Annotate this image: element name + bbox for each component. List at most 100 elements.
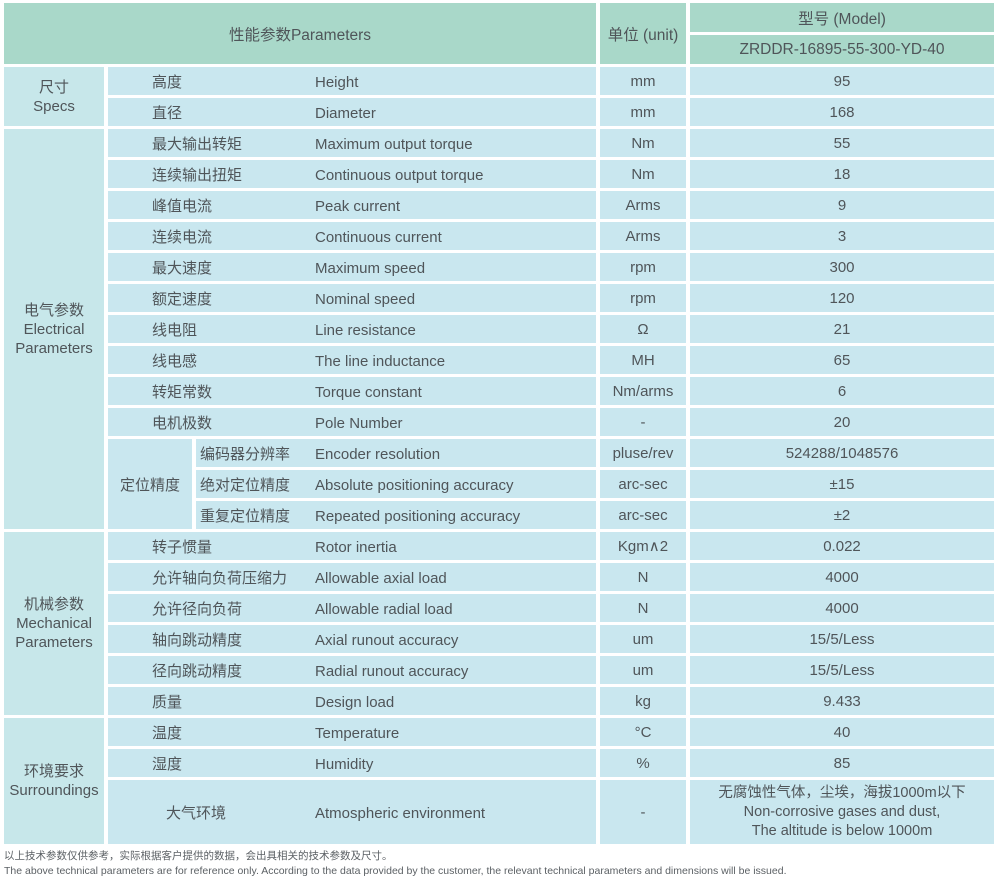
param-label-zh: 大气环境 <box>166 804 227 822</box>
footer-note-en: The above technical parameters are for r… <box>4 864 787 877</box>
param-label-en: Atmospheric environment <box>315 804 486 822</box>
table-row: 轴向跳动精度 Axial runout accuracy um 15/5/Less <box>4 625 994 653</box>
table-row: 最大速度 Maximum speed rpm 300 <box>4 253 994 281</box>
table-row: 连续电流 Continuous current Arms 3 <box>4 222 994 250</box>
value-cell: 9.433 <box>690 687 994 715</box>
param-label-en: Temperature <box>315 724 400 742</box>
param-label-en: Allowable radial load <box>315 600 453 618</box>
header-parameters: 性能参数Parameters <box>4 3 596 64</box>
section-cell-surroundings: 环境要求 Surroundings <box>4 718 104 844</box>
unit-cell: Kgm∧2 <box>600 532 686 560</box>
table-row: 质量 Design load kg 9.433 <box>4 687 994 715</box>
table-row: 定位精度 编码器分辨率 Encoder resolution pluse/rev … <box>4 439 994 529</box>
value-cell: 21 <box>690 315 994 343</box>
value-cell: 300 <box>690 253 994 281</box>
param-label-en: Design load <box>315 693 395 711</box>
table-row: 机械参数 Mechanical Parameters 转子惯量 Rotor ine… <box>4 532 994 715</box>
param-label-en: Line resistance <box>315 321 416 339</box>
unit-cell: pluse/rev <box>600 439 686 467</box>
param-label: 额定速度 Nominal speed <box>108 284 596 312</box>
param-label-zh: 最大输出转矩 <box>152 135 243 153</box>
param-label: 线电阻 Line resistance <box>108 315 596 343</box>
unit-cell: Nm <box>600 160 686 188</box>
param-label: 允许轴向负荷压缩力 Allowable axial load <box>108 563 596 591</box>
param-label-zh: 允许轴向负荷压缩力 <box>152 569 288 587</box>
unit-cell: Nm/arms <box>600 377 686 405</box>
value-cell: 15/5/Less <box>690 625 994 653</box>
unit-cell: kg <box>600 687 686 715</box>
section-cell-mechanical: 机械参数 Mechanical Parameters <box>4 532 104 715</box>
param-label: 允许径向负荷 Allowable radial load <box>108 594 596 622</box>
unit-cell: Nm <box>600 129 686 157</box>
section-cell-specs: 尺寸 Specs <box>4 67 104 126</box>
param-label-en: Axial runout accuracy <box>315 631 459 649</box>
param-label-en: Nominal speed <box>315 290 416 308</box>
value-cell: 55 <box>690 129 994 157</box>
param-label: 湿度 Humidity <box>108 749 596 777</box>
value-cell: 95 <box>690 67 994 95</box>
header-unit: 单位 (unit) <box>600 3 686 64</box>
table-row: 允许轴向负荷压缩力 Allowable axial load N 4000 <box>4 563 994 591</box>
unit-cell: Ω <box>600 315 686 343</box>
param-label-en: Continuous current <box>315 228 442 246</box>
param-label-zh: 高度 <box>152 73 183 91</box>
param-label-zh: 轴向跳动精度 <box>152 631 243 649</box>
param-label-en: Torque constant <box>315 383 422 401</box>
param-label-en: Height <box>315 73 359 91</box>
param-label-zh: 转矩常数 <box>152 383 213 401</box>
value-cell: 65 <box>690 346 994 374</box>
param-label: 重复定位精度 Repeated positioning accuracy <box>196 501 596 529</box>
param-label: 绝对定位精度 Absolute positioning accuracy <box>196 470 596 498</box>
param-label-zh: 绝对定位精度 <box>200 476 291 494</box>
value-cell: 6 <box>690 377 994 405</box>
param-label-zh: 线电阻 <box>152 321 198 339</box>
param-label-en: The line inductance <box>315 352 446 370</box>
param-label: 转子惯量 Rotor inertia <box>108 532 596 560</box>
table-row: 重复定位精度 Repeated positioning accuracy arc-… <box>4 501 994 529</box>
param-label-en: Maximum speed <box>315 259 426 277</box>
param-label-zh: 质量 <box>152 693 183 711</box>
param-label-zh: 温度 <box>152 724 183 742</box>
param-label-zh: 最大速度 <box>152 259 213 277</box>
table-header-row: ZRDDR-16895-55-300-YD-40 <box>4 35 994 64</box>
param-label: 线电感 The line inductance <box>108 346 596 374</box>
table-row: 径向跳动精度 Radial runout accuracy um 15/5/Les… <box>4 656 994 684</box>
param-label-zh: 电机极数 <box>152 414 213 432</box>
param-label: 高度 Height <box>108 67 596 95</box>
value-cell: 524288/1048576 <box>690 439 994 467</box>
unit-cell: rpm <box>600 253 686 281</box>
value-cell: 3 <box>690 222 994 250</box>
param-label: 编码器分辨率 Encoder resolution <box>196 439 596 467</box>
footer-note-zh: 以上技术参数仅供参考，实际根据客户提供的数据，会出具相关的技术参数及尺寸。 <box>4 850 393 862</box>
table-row: 尺寸 Specs 高度 Height mm 95 <box>4 67 994 126</box>
unit-cell: - <box>600 408 686 436</box>
param-label: 温度 Temperature <box>108 718 596 746</box>
unit-cell: % <box>600 749 686 777</box>
param-label: 轴向跳动精度 Axial runout accuracy <box>108 625 596 653</box>
table-row: 电机极数 Pole Number - 20 <box>4 408 994 436</box>
table-row: 电气参数 Electrical Parameters 最大输出转矩 Maximum… <box>4 129 994 529</box>
param-label-en: Absolute positioning accuracy <box>315 476 514 494</box>
param-label: 最大输出转矩 Maximum output torque <box>108 129 596 157</box>
param-label-en: Rotor inertia <box>315 538 397 556</box>
unit-cell: N <box>600 563 686 591</box>
subsection-cell-positioning: 定位精度 <box>108 439 192 529</box>
param-label-en: Radial runout accuracy <box>315 662 469 680</box>
table-row: 湿度 Humidity % 85 <box>4 749 994 777</box>
unit-cell: Arms <box>600 222 686 250</box>
header-model-value: ZRDDR-16895-55-300-YD-40 <box>690 35 994 64</box>
value-cell: 40 <box>690 718 994 746</box>
param-label: 直径 Diameter <box>108 98 596 126</box>
table-row: 线电感 The line inductance MH 65 <box>4 346 994 374</box>
unit-cell: °C <box>600 718 686 746</box>
param-label: 最大速度 Maximum speed <box>108 253 596 281</box>
param-label-en: Pole Number <box>315 414 403 432</box>
param-label-zh: 允许径向负荷 <box>152 600 243 618</box>
table-row: 额定速度 Nominal speed rpm 120 <box>4 284 994 312</box>
param-label-zh: 转子惯量 <box>152 538 213 556</box>
param-label-en: Peak current <box>315 197 401 215</box>
param-label: 转矩常数 Torque constant <box>108 377 596 405</box>
param-label-en: Maximum output torque <box>315 135 473 153</box>
value-cell: 9 <box>690 191 994 219</box>
param-label: 电机极数 Pole Number <box>108 408 596 436</box>
